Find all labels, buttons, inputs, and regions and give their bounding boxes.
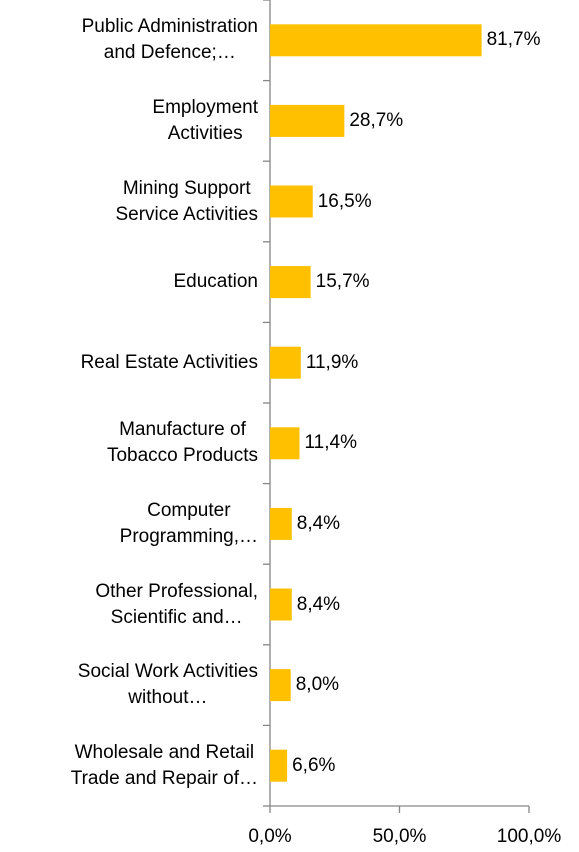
value-label: 11,9% [305, 351, 359, 373]
value-label: 15,7% [315, 271, 370, 293]
bar [270, 507, 292, 540]
value-label: 28,7% [349, 109, 404, 131]
y-tick-label: Public Administration and Defence;… [81, 16, 258, 64]
y-tick-label: Wholesale and Retail Trade and Repair of… [70, 741, 258, 789]
y-tick-label: Real Estate Activities [80, 351, 258, 373]
value-label: 11,4% [304, 432, 357, 454]
bar [270, 588, 292, 621]
bar [270, 749, 288, 782]
y-tick-label: Other Professional, Scientific and… [95, 580, 258, 628]
x-tick-label: 0,0% [248, 826, 292, 847]
y-tick-label: Computer Programming,… [119, 499, 258, 547]
y-tick-label: Employment Activities [152, 96, 258, 144]
value-label: 16,5% [317, 190, 372, 212]
y-tick-label: Mining Support Service Activities [115, 177, 258, 225]
y-tick-label: Education [173, 271, 258, 293]
value-label: 6,6% [292, 754, 336, 776]
bar [270, 24, 482, 57]
value-label: 8,4% [296, 512, 341, 534]
bar [270, 104, 345, 137]
bar [270, 427, 300, 460]
bar [270, 185, 313, 218]
y-tick-label: Social Work Activities without… [77, 661, 258, 709]
value-label: 8,0% [295, 674, 340, 696]
bar [270, 346, 301, 379]
x-tick-label: 100,0% [496, 826, 562, 847]
value-label: 81,7% [486, 29, 541, 51]
x-tick-label: 50,0% [372, 826, 427, 847]
bar [270, 669, 291, 702]
y-tick-label: Manufacture of Tobacco Products [106, 419, 258, 467]
value-label: 8,4% [296, 593, 341, 615]
bar [270, 266, 311, 299]
